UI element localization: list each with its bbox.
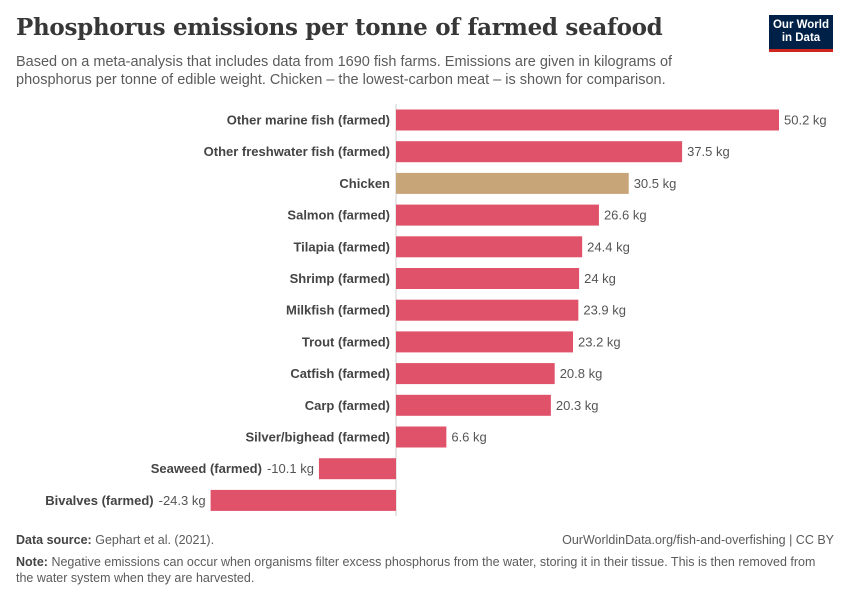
source-text[interactable]: Gephart et al. (2021). xyxy=(95,533,215,547)
category-label: Catfish (farmed) xyxy=(290,366,390,381)
bar[interactable] xyxy=(396,363,555,385)
category-label: Bivalves (farmed) xyxy=(45,493,153,508)
value-label: 23.2 kg xyxy=(578,334,621,349)
bar[interactable] xyxy=(396,141,683,163)
category-label: Other freshwater fish (farmed) xyxy=(204,144,390,159)
bar[interactable] xyxy=(396,394,551,416)
bar[interactable] xyxy=(318,458,396,480)
note-label: Note: xyxy=(16,555,48,569)
note-text: Negative emissions can occur when organi… xyxy=(16,555,816,585)
bar[interactable] xyxy=(396,299,579,321)
value-label: -24.3 kg xyxy=(159,493,206,508)
bar[interactable] xyxy=(396,172,629,194)
value-label: 23.9 kg xyxy=(583,303,626,318)
category-label: Trout (farmed) xyxy=(302,334,390,349)
category-label: Tilapia (farmed) xyxy=(293,239,390,254)
chart-title: Phosphorus emissions per tonne of farmed… xyxy=(16,14,663,41)
value-label: 30.5 kg xyxy=(634,176,677,191)
category-label: Carp (farmed) xyxy=(305,398,390,413)
note: Note: Negative emissions can occur when … xyxy=(16,554,816,586)
source-url[interactable]: OurWorldinData.org/fish-and-overfishing … xyxy=(562,533,834,547)
chart-subtitle: Based on a meta-analysis that includes d… xyxy=(16,54,673,88)
category-label: Shrimp (farmed) xyxy=(290,271,390,286)
value-label: 50.2 kg xyxy=(784,113,827,128)
value-label: 37.5 kg xyxy=(687,144,730,159)
category-label: Other marine fish (farmed) xyxy=(227,113,390,128)
category-label: Chicken xyxy=(339,176,390,191)
value-label: 26.6 kg xyxy=(604,208,647,223)
value-label: 24.4 kg xyxy=(587,239,630,254)
bar[interactable] xyxy=(396,331,574,353)
category-label: Silver/bighead (farmed) xyxy=(246,430,390,445)
bar[interactable] xyxy=(210,489,396,511)
value-label: 20.8 kg xyxy=(560,366,603,381)
bar[interactable] xyxy=(396,204,599,226)
bar[interactable] xyxy=(396,426,447,448)
bar[interactable] xyxy=(396,268,580,289)
value-label: 24 kg xyxy=(584,271,616,286)
category-label: Seaweed (farmed) xyxy=(151,461,262,476)
category-label: Milkfish (farmed) xyxy=(286,303,390,318)
owid-logo[interactable]: Our World in Data xyxy=(769,15,833,52)
bar[interactable] xyxy=(396,109,779,131)
value-label: 20.3 kg xyxy=(556,398,599,413)
category-label: Salmon (farmed) xyxy=(287,208,390,223)
data-source: Data source: Gephart et al. (2021). xyxy=(16,533,214,547)
source-label: Data source: xyxy=(16,533,92,547)
value-label: -10.1 kg xyxy=(267,461,314,476)
value-label: 6.6 kg xyxy=(451,430,486,445)
bar[interactable] xyxy=(396,236,583,258)
